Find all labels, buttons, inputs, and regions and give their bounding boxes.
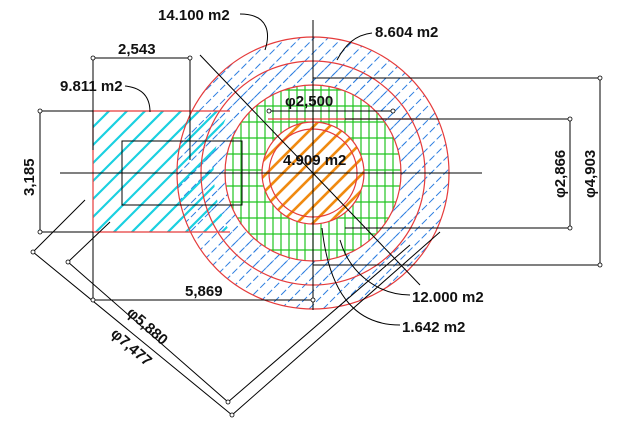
hatch-line [176,37,353,309]
hatch-line [176,37,297,309]
hatch-line [176,37,449,309]
hatch-line [93,111,131,232]
hatch-line [200,61,425,285]
hatch-line [200,61,425,285]
hatch-line [93,111,230,232]
hatch-line [200,61,409,285]
hatch-line [93,111,230,232]
hatch-line [200,61,425,285]
hatch-line [93,111,203,232]
hatch-line [0,0,216,425]
side-block-hatch [0,0,230,425]
hatch-line [93,111,230,232]
hatch-line [200,61,381,285]
hatch-line [93,111,230,232]
hatch-line [176,37,185,309]
hatch-line [176,37,449,309]
hatch-line [262,122,364,224]
hatch-line [262,122,364,224]
hatch-line [0,0,128,425]
dim-block-height: 3,185 [21,158,38,196]
hatch-line [262,122,364,224]
hatch-line [200,61,255,285]
hatch-line [200,61,395,285]
hatch-line [93,111,113,232]
hatch-line [0,0,184,425]
side-block-outline [92,110,230,233]
hatch-line [200,61,425,285]
hatch-line [176,37,423,309]
hatch-line [93,111,185,232]
hatch-line [0,0,248,425]
dim-length-5869: 5,869 [185,283,223,300]
hatch-line [93,111,95,232]
hatch-line [93,111,230,232]
hatch-line [200,61,423,285]
hatch-line [93,111,230,232]
dim-inner-diameter: φ2,500 [285,93,333,110]
dim-diameter-4903: φ4,903 [582,150,599,198]
hatch-line [262,122,364,224]
hatch-line [200,61,227,285]
label-middle-ring-area: 8.604 m2 [375,24,438,41]
hatch-line [206,61,425,285]
hatch-line [176,37,255,309]
hatch-line [176,37,449,309]
hatch-line [93,111,230,232]
hatch-line [200,61,425,285]
hatch-line [0,0,100,425]
label-side-block-area: 9.811 m2 [60,78,123,95]
hatch-line [262,122,364,224]
hatch-line [93,111,230,232]
hatch-line [200,61,425,285]
dimension-dots [30,55,603,418]
label-outer-ring-area: 14.100 m2 [158,7,230,24]
hatch-line [0,0,142,425]
hatch-line [93,111,149,232]
hatch-line [220,37,449,309]
hatch-line [176,37,311,309]
hatch-line [0,0,128,425]
hatch-line [262,122,364,224]
hatch-line [93,111,230,232]
hatch-line [200,61,353,285]
hatch-line [0,0,142,425]
label-inner-disc-area: 4.909 m2 [283,152,346,169]
hatch-line [262,122,364,224]
hatch-line [262,122,329,224]
construction-lines [32,13,601,416]
hatch-line [0,0,100,425]
hatch-line [200,61,367,285]
hatch-line [200,61,213,285]
hatch-line [176,37,227,309]
hatch-line [176,37,213,309]
hatch-line [0,0,58,425]
hatch-line [262,122,364,224]
hatch-line [0,0,40,425]
hatch-line [0,0,76,425]
hatch-line [93,111,230,232]
hatch-line [262,122,364,224]
hatch-line [262,122,364,224]
hatch-line [176,37,325,309]
hatch-line [176,37,449,309]
label-green-ring-area: 12.000 m2 [412,289,484,306]
hatch-line [206,37,449,309]
hatch-line [262,122,364,224]
dim-diameter-2866: φ2,866 [552,150,569,198]
dim-block-width: 2,543 [118,41,156,58]
hatch-line [176,37,449,309]
label-orange-ring-area: 1.642 m2 [402,319,465,336]
hatch-line [176,37,449,309]
hatch-line [200,61,311,285]
